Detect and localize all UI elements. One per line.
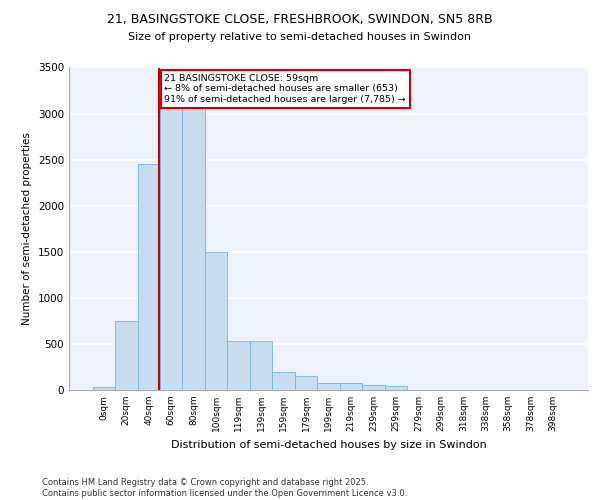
Bar xyxy=(137,164,160,390)
Bar xyxy=(182,90,205,390)
Bar xyxy=(272,372,295,390)
Bar xyxy=(115,321,137,390)
Bar xyxy=(205,252,227,390)
Text: Contains HM Land Registry data © Crown copyright and database right 2025.
Contai: Contains HM Land Registry data © Crown c… xyxy=(42,478,407,498)
Bar xyxy=(317,383,340,390)
Bar xyxy=(362,385,385,390)
Text: 21, BASINGSTOKE CLOSE, FRESHBROOK, SWINDON, SN5 8RB: 21, BASINGSTOKE CLOSE, FRESHBROOK, SWIND… xyxy=(107,12,493,26)
X-axis label: Distribution of semi-detached houses by size in Swindon: Distribution of semi-detached houses by … xyxy=(170,440,487,450)
Bar xyxy=(92,387,115,390)
Text: Size of property relative to semi-detached houses in Swindon: Size of property relative to semi-detach… xyxy=(128,32,472,42)
Bar xyxy=(340,383,362,390)
Bar xyxy=(227,341,250,390)
Bar xyxy=(295,376,317,390)
Bar xyxy=(160,90,182,390)
Text: 21 BASINGSTOKE CLOSE: 59sqm
← 8% of semi-detached houses are smaller (653)
91% o: 21 BASINGSTOKE CLOSE: 59sqm ← 8% of semi… xyxy=(164,74,406,104)
Y-axis label: Number of semi-detached properties: Number of semi-detached properties xyxy=(22,132,32,325)
Bar xyxy=(385,386,407,390)
Bar xyxy=(250,341,272,390)
